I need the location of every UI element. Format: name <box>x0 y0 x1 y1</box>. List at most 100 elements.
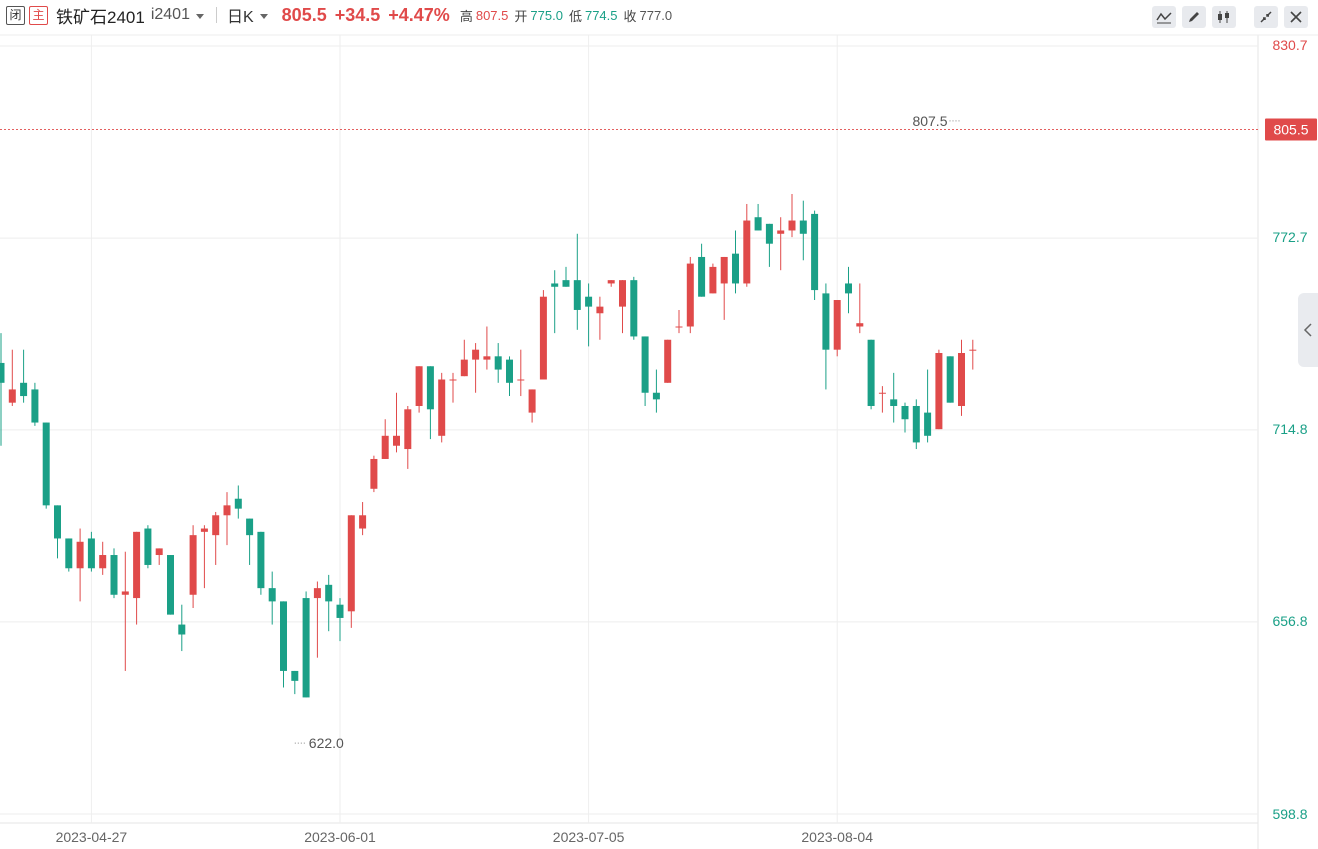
candle-body <box>664 339 672 383</box>
x-tick-label: 2023-06-01 <box>304 829 376 845</box>
candle-body <box>799 220 807 234</box>
chevron-down-icon[interactable] <box>195 13 204 19</box>
candle-body <box>867 339 875 406</box>
candle-body <box>121 591 129 595</box>
x-tick-label: 2023-07-05 <box>553 829 625 845</box>
indicator-icon <box>1156 12 1172 24</box>
candle-body <box>223 505 231 516</box>
candle-body <box>234 498 242 509</box>
candle-body <box>302 598 310 698</box>
low-value: 774.5 <box>584 7 618 23</box>
candle-body <box>652 392 660 400</box>
main-contract-badge: 主 <box>29 5 48 25</box>
open-value: 775.0 <box>530 7 563 23</box>
candle-body <box>438 379 446 436</box>
candle-body <box>87 538 95 569</box>
candles <box>0 194 977 698</box>
candle-body <box>811 213 819 291</box>
price-change: +34.5 <box>334 4 381 25</box>
candle-body <box>393 435 400 446</box>
price-change-percent: +4.47% <box>388 4 450 25</box>
candle-body <box>336 604 344 618</box>
close-icon <box>1290 11 1302 23</box>
close-label: 收 <box>623 8 637 24</box>
candle-body <box>280 601 287 671</box>
candle-body <box>856 323 864 327</box>
candle-body <box>551 283 559 287</box>
candle-body <box>65 538 73 569</box>
divider <box>215 7 217 23</box>
contract-name: 铁矿石2401 <box>56 7 145 27</box>
candle-body <box>946 356 954 403</box>
indicator-button[interactable] <box>1152 6 1176 28</box>
candle-body <box>76 541 84 569</box>
candle-body <box>777 230 785 234</box>
candle-body <box>42 422 50 506</box>
candle-body <box>912 405 920 443</box>
draw-button[interactable] <box>1182 6 1206 28</box>
grid-lines: 830.7 772.7 714.8 656.8 598.8 2023-04-27 2023-… <box>0 34 1318 849</box>
candle-body <box>596 306 604 314</box>
chevron-down-icon[interactable] <box>259 13 268 19</box>
window-controls <box>1248 6 1308 28</box>
collapse-button[interactable] <box>1254 6 1278 28</box>
candle-body <box>0 362 5 383</box>
min-annotation: 622.0 <box>309 735 344 751</box>
candle-body <box>969 349 977 351</box>
candle-body <box>641 336 649 393</box>
x-tick-label: 2023-08-04 <box>801 829 873 845</box>
candle-body <box>494 356 502 370</box>
collapse-icon <box>1260 11 1272 23</box>
period-select[interactable]: 日K <box>226 9 254 26</box>
candle-body <box>291 670 299 681</box>
candle-body <box>212 515 220 536</box>
y-tick-label: 598.8 <box>1272 806 1307 822</box>
candle-body <box>359 515 367 529</box>
candle-style-button[interactable] <box>1212 6 1236 28</box>
candle-body <box>630 280 638 337</box>
candle-body <box>460 359 468 377</box>
quote-header: 闭 主 铁矿石2401 i2401 日K 805.5 +34.5 +4.47% … <box>0 0 1318 30</box>
chart-overlay: 805.5 807.5 622.0 <box>0 113 1317 751</box>
candle-body <box>370 458 378 489</box>
candle-body <box>833 300 841 350</box>
chevron-left-icon <box>1303 323 1312 337</box>
draw-icon <box>1189 12 1199 22</box>
candle-body <box>686 263 694 327</box>
last-price: 805.5 <box>281 4 327 25</box>
contract-code-select[interactable]: i2401 <box>150 6 190 23</box>
y-tick-label: 830.7 <box>1272 37 1307 53</box>
candle-body <box>449 379 457 381</box>
candle-body <box>528 389 536 413</box>
close-value: 777.0 <box>639 7 673 23</box>
candle-body <box>754 217 762 231</box>
candle-body <box>924 412 932 436</box>
candle-body <box>144 528 152 565</box>
candle-body <box>426 366 434 410</box>
candle-body <box>325 584 333 602</box>
candle-body <box>585 296 593 307</box>
candle-body <box>99 555 107 569</box>
low-label: 低 <box>568 8 582 24</box>
candle-body <box>483 356 491 360</box>
candle-body <box>200 528 208 532</box>
candle-body <box>415 366 423 406</box>
y-tick-label: 772.7 <box>1272 229 1307 245</box>
candle-body <box>675 326 683 328</box>
candle-body <box>765 223 773 244</box>
candle-body <box>8 389 16 403</box>
candle-body <box>890 399 898 406</box>
candle-body <box>20 382 28 397</box>
candle-body <box>31 389 39 423</box>
candle-body <box>539 296 547 380</box>
open-label: 开 <box>514 8 528 24</box>
close-button[interactable] <box>1284 6 1308 28</box>
candle-body <box>404 409 412 450</box>
candle-body <box>845 283 852 294</box>
side-panel-toggle[interactable] <box>1298 293 1318 367</box>
candle-body <box>743 220 751 284</box>
current-price-tag <box>1265 118 1317 141</box>
current-price-label: 805.5 <box>1273 121 1308 137</box>
y-tick-label: 656.8 <box>1272 613 1307 629</box>
